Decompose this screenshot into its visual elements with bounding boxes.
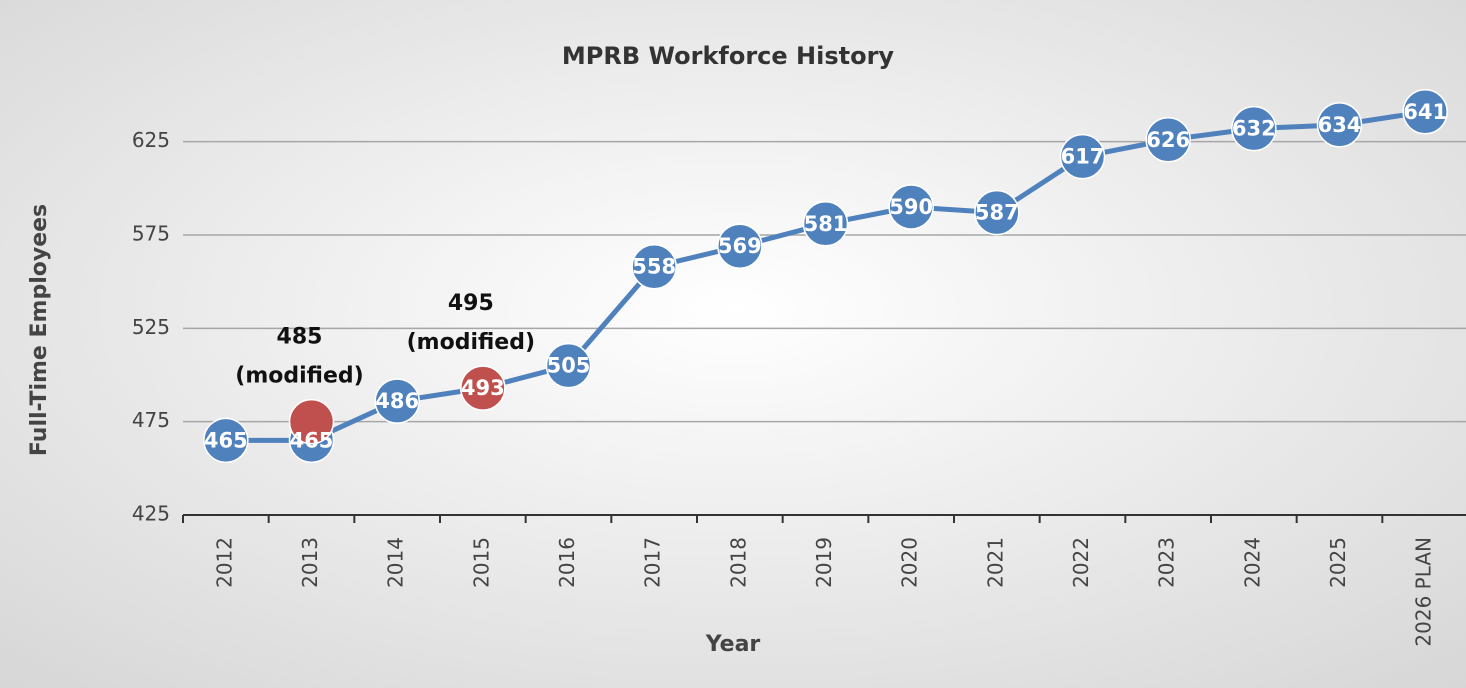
- data-point: [203, 417, 249, 464]
- chart-title: MPRB Workforce History: [562, 42, 895, 70]
- x-tick-label: 2012: [212, 537, 236, 588]
- data-point: [288, 398, 335, 445]
- data-label: 493: [461, 376, 505, 400]
- y-tick-label: 525: [132, 315, 170, 339]
- data-label: 634: [1318, 113, 1362, 137]
- y-tick-label: 625: [132, 128, 170, 152]
- y-tick-label: 475: [132, 408, 170, 432]
- data-point: [631, 243, 677, 290]
- x-tick-label: 2016: [555, 537, 579, 588]
- data-label: 465: [290, 428, 334, 452]
- data-point: [1402, 89, 1448, 135]
- x-tick-label: 2019: [812, 537, 836, 588]
- x-tick-label: 2023: [1155, 537, 1179, 588]
- x-tick-label: 2021: [983, 537, 1007, 588]
- x-tick-label: 2018: [726, 537, 750, 588]
- x-axis-label: Year: [705, 632, 761, 657]
- y-tick-label: 575: [132, 222, 170, 246]
- data-label: 590: [889, 195, 933, 219]
- annotation: 495: [448, 291, 494, 316]
- data-label: 581: [804, 212, 848, 236]
- x-tick-label: 2024: [1240, 537, 1264, 588]
- data-label: 465: [204, 428, 248, 452]
- data-label: 617: [1061, 145, 1105, 169]
- x-tick-label: 2026 PLAN: [1412, 537, 1436, 647]
- data-label: 505: [547, 354, 591, 378]
- data-point: [802, 201, 849, 247]
- annotation: 485: [277, 325, 323, 350]
- data-point: [1316, 102, 1363, 148]
- data-point: [545, 342, 592, 389]
- data-label: 486: [375, 389, 419, 413]
- data-label: 587: [975, 201, 1019, 225]
- data-label: 569: [718, 234, 762, 258]
- data-point: [1059, 133, 1106, 180]
- data-point: [1231, 105, 1277, 152]
- data-label: 641: [1403, 100, 1447, 124]
- x-tick-label: 2017: [641, 537, 665, 588]
- data-point: [888, 184, 934, 230]
- y-axis-label: Full-Time Employees: [27, 204, 52, 456]
- data-point: [460, 365, 506, 411]
- annotation: (modified): [407, 330, 535, 355]
- annotation: (modified): [235, 364, 363, 389]
- data-label: 632: [1232, 117, 1276, 141]
- x-tick-label: 2014: [384, 537, 408, 588]
- data-label: 626: [1146, 128, 1190, 152]
- x-tick-label: 2015: [469, 537, 493, 588]
- data-point: [1145, 117, 1191, 163]
- data-point: [717, 223, 763, 269]
- y-tick-label: 425: [132, 502, 170, 526]
- x-tick-label: 2022: [1069, 537, 1093, 588]
- x-tick-label: 2013: [298, 537, 322, 588]
- data-point: [374, 378, 420, 424]
- x-tick-label: 2020: [898, 537, 922, 588]
- x-tick-label: 2025: [1326, 537, 1350, 588]
- data-label: 558: [632, 255, 676, 279]
- data-point: [974, 189, 1020, 236]
